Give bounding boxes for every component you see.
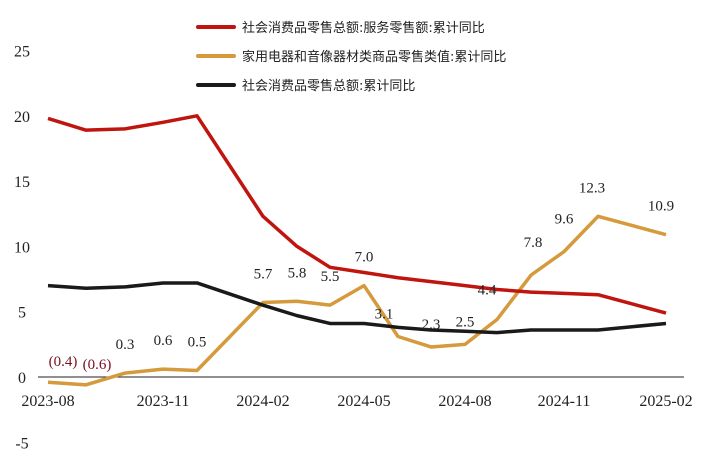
data-label: 9.6	[555, 212, 574, 228]
data-label: 12.3	[579, 180, 605, 196]
y-tick-label: 0	[18, 370, 26, 387]
legend: 社会消费品零售总额:服务零售额:累计同比 家用电器和音像器材类商品零售类值:累计…	[196, 12, 506, 99]
data-label: 7.8	[524, 235, 543, 251]
data-label: 10.9	[648, 199, 674, 215]
data-label: 0.3	[116, 337, 135, 353]
legend-label: 社会消费品零售总额:服务零售额:累计同比	[242, 21, 485, 36]
data-label: 3.1	[375, 307, 394, 323]
data-label: 2.5	[456, 314, 475, 330]
legend-item-service-retail: 社会消费品零售总额:服务零售额:累计同比	[196, 12, 506, 41]
legend-label: 家用电器和音像器材类商品零售类值:累计同比	[242, 50, 507, 65]
series-line	[47, 214, 667, 387]
y-tick-label: 25	[14, 44, 30, 61]
legend-swatch	[196, 24, 236, 29]
data-label: 5.7	[254, 267, 273, 283]
x-tick-label: 2024-02	[236, 393, 289, 410]
data-label: 7.0	[355, 250, 374, 266]
y-tick-label: -5	[15, 435, 28, 452]
x-tick-label: 2025-02	[639, 393, 692, 410]
data-label: 5.8	[288, 265, 307, 281]
series-line	[47, 114, 667, 315]
x-tick-label: 2023-11	[137, 393, 190, 410]
data-label: 4.4	[478, 283, 497, 299]
x-tick-label: 2024-11	[538, 393, 591, 410]
x-tick-label: 2024-05	[337, 393, 390, 410]
y-tick-label: 20	[14, 109, 30, 126]
x-tick-label: 2024-08	[438, 393, 491, 410]
data-label: 5.5	[321, 269, 340, 285]
y-tick-label: 15	[14, 174, 30, 191]
legend-item-appliance-retail: 家用电器和音像器材类商品零售类值:累计同比	[196, 41, 506, 70]
legend-swatch	[196, 82, 236, 87]
data-label: 0.6	[154, 333, 173, 349]
legend-item-total-retail: 社会消费品零售总额:累计同比	[196, 70, 506, 99]
x-tick-label: 2023-08	[21, 393, 74, 410]
y-tick-label: 5	[18, 305, 26, 322]
data-label: 0.5	[188, 334, 207, 350]
legend-label: 社会消费品零售总额:累计同比	[242, 79, 416, 94]
data-label: (0.4)	[49, 354, 78, 370]
data-label: (0.6)	[83, 357, 112, 373]
data-label: 2.3	[422, 317, 441, 333]
y-tick-label: 10	[14, 239, 30, 256]
series-line	[47, 281, 667, 335]
legend-swatch	[196, 53, 236, 58]
